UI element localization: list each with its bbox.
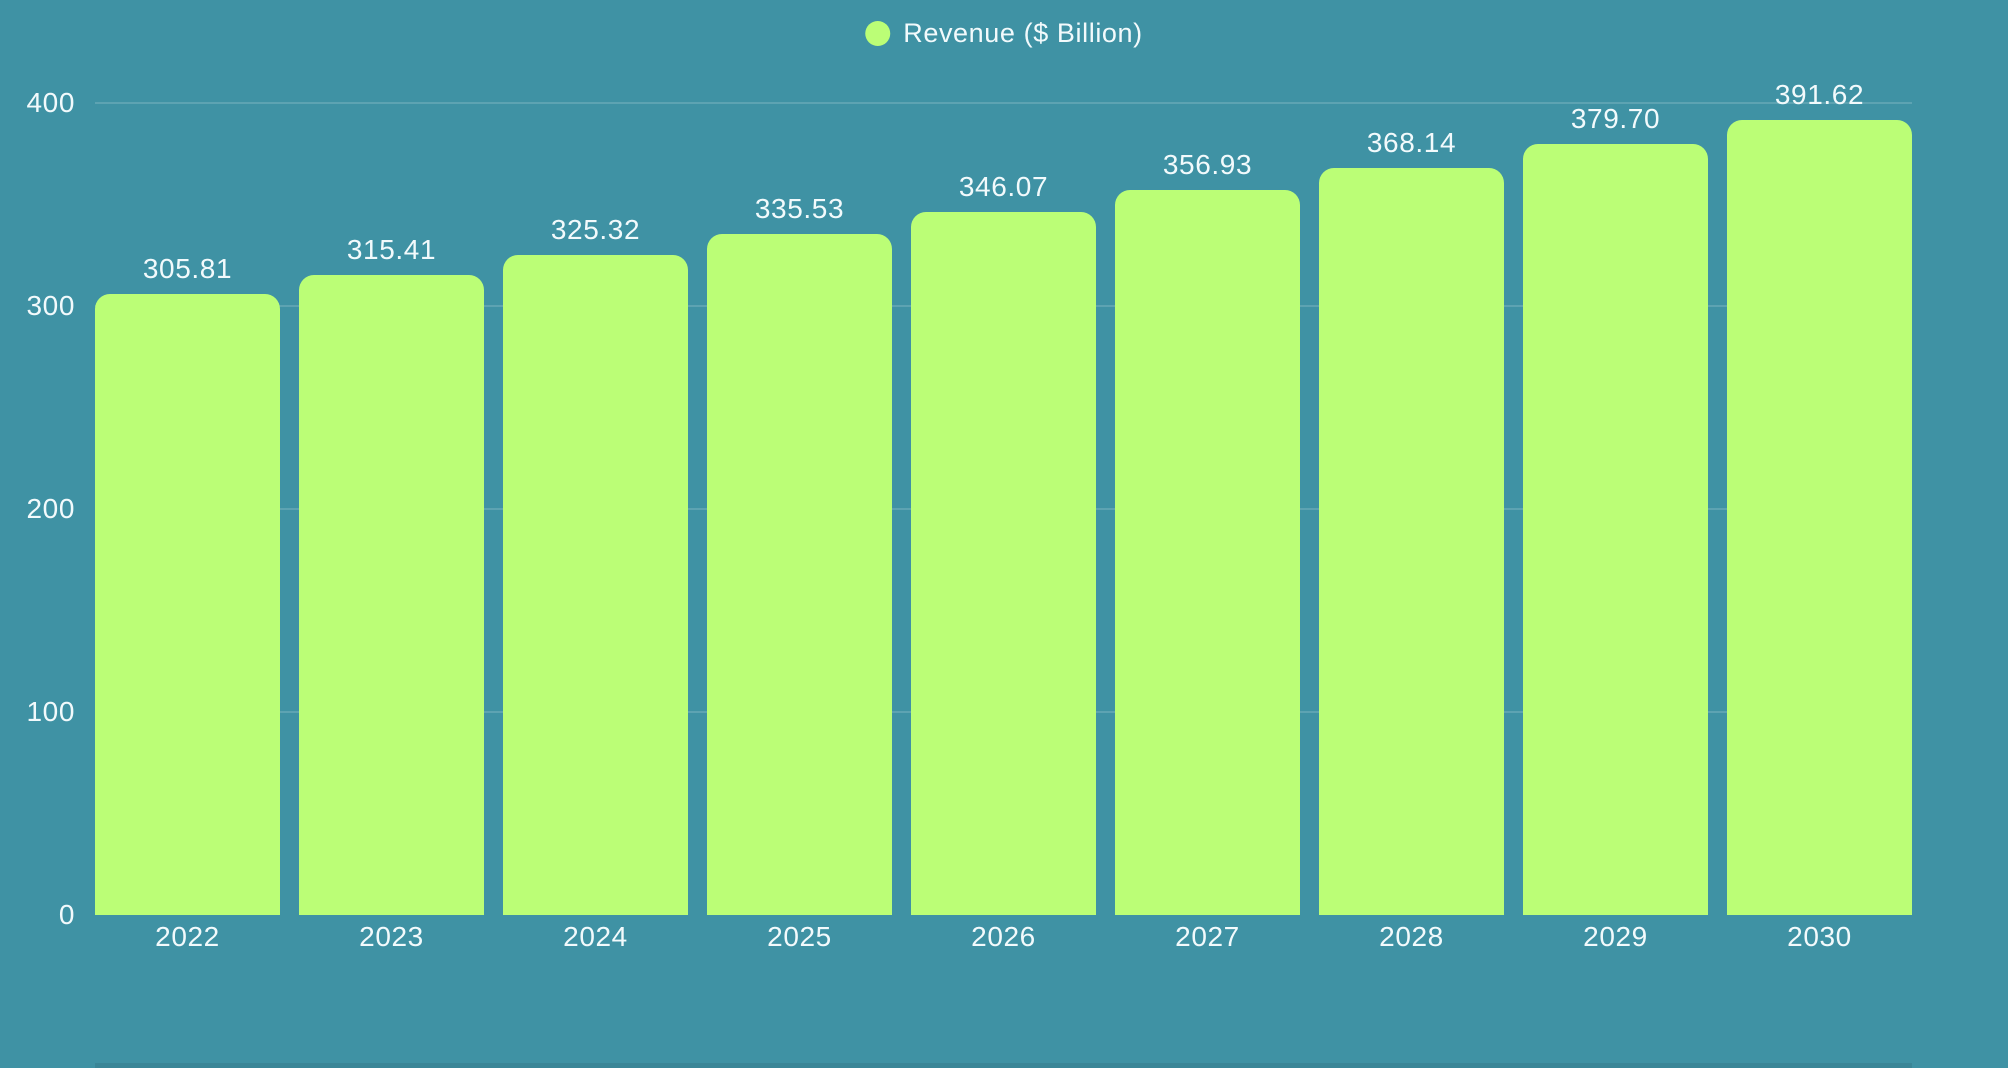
bar-slot: 346.07 [911, 103, 1096, 915]
bar-slot: 391.62 [1727, 79, 1912, 915]
bar-2030[interactable]: 391.62 [1727, 79, 1912, 915]
bar-value-label: 379.70 [1570, 103, 1661, 135]
y-tick-label: 200 [26, 493, 75, 524]
bar-value-label: 305.81 [142, 253, 233, 285]
y-tick-label: 300 [26, 290, 75, 321]
bar-2024[interactable]: 325.32 [503, 214, 688, 915]
x-tick-label: 2026 [971, 921, 1036, 952]
bar-2026[interactable]: 346.07 [911, 171, 1096, 915]
bar-2029[interactable]: 379.70 [1523, 103, 1708, 915]
x-tick-label: 2024 [563, 921, 628, 952]
bar-series: 305.81 315.41 325.32 335.53 346.07 356.93 368.… [95, 79, 1912, 915]
bar-value-label: 356.93 [1162, 149, 1253, 181]
x-tick-label: 2030 [1787, 921, 1852, 952]
y-tick-label: 400 [26, 87, 75, 118]
y-tick-label: 100 [26, 696, 75, 727]
bar-slot: 305.81 [95, 103, 280, 915]
x-tick-label: 2025 [767, 921, 832, 952]
x-tick-label: 2027 [1175, 921, 1240, 952]
bar-slot: 379.70 [1523, 103, 1708, 915]
bar-value-label: 391.62 [1774, 79, 1865, 111]
bar-slot: 315.41 [299, 103, 484, 915]
legend-label: Revenue ($ Billion) [903, 18, 1143, 48]
bar-slot: 335.53 [707, 103, 892, 915]
bar-value-label: 368.14 [1366, 126, 1457, 158]
chart-legend[interactable]: Revenue ($ Billion) [865, 18, 1143, 49]
bar-value-label: 335.53 [754, 192, 845, 224]
bar-2028[interactable]: 368.14 [1319, 127, 1504, 915]
bottom-strip [95, 1063, 1912, 1068]
x-tick-label: 2029 [1583, 921, 1648, 952]
bar-2027[interactable]: 356.93 [1115, 149, 1300, 915]
bar-slot: 368.14 [1319, 103, 1504, 915]
y-tick-label: 0 [58, 899, 75, 930]
bar-value-label: 346.07 [958, 171, 1049, 203]
bar-slot: 325.32 [503, 103, 688, 915]
x-tick-label: 2023 [359, 921, 424, 952]
bar-2023[interactable]: 315.41 [299, 234, 484, 915]
bar-2025[interactable]: 335.53 [707, 193, 892, 915]
gridline [95, 102, 1912, 104]
x-tick-label: 2028 [1379, 921, 1444, 952]
x-axis: 2022 2023 2024 2025 2026 2027 2028 2029 2030 [95, 921, 1912, 953]
bar-value-label: 325.32 [550, 213, 641, 245]
bar-slot: 356.93 [1115, 103, 1300, 915]
bar-2022[interactable]: 305.81 [95, 253, 280, 915]
x-tick-label: 2022 [155, 921, 220, 952]
y-axis: 0 100 200 300 400 [0, 0, 75, 1068]
legend-marker-icon [865, 21, 891, 46]
bar-value-label: 315.41 [346, 233, 437, 265]
plot-area: 305.81 315.41 325.32 335.53 346.07 356.93 368.… [95, 79, 1912, 915]
